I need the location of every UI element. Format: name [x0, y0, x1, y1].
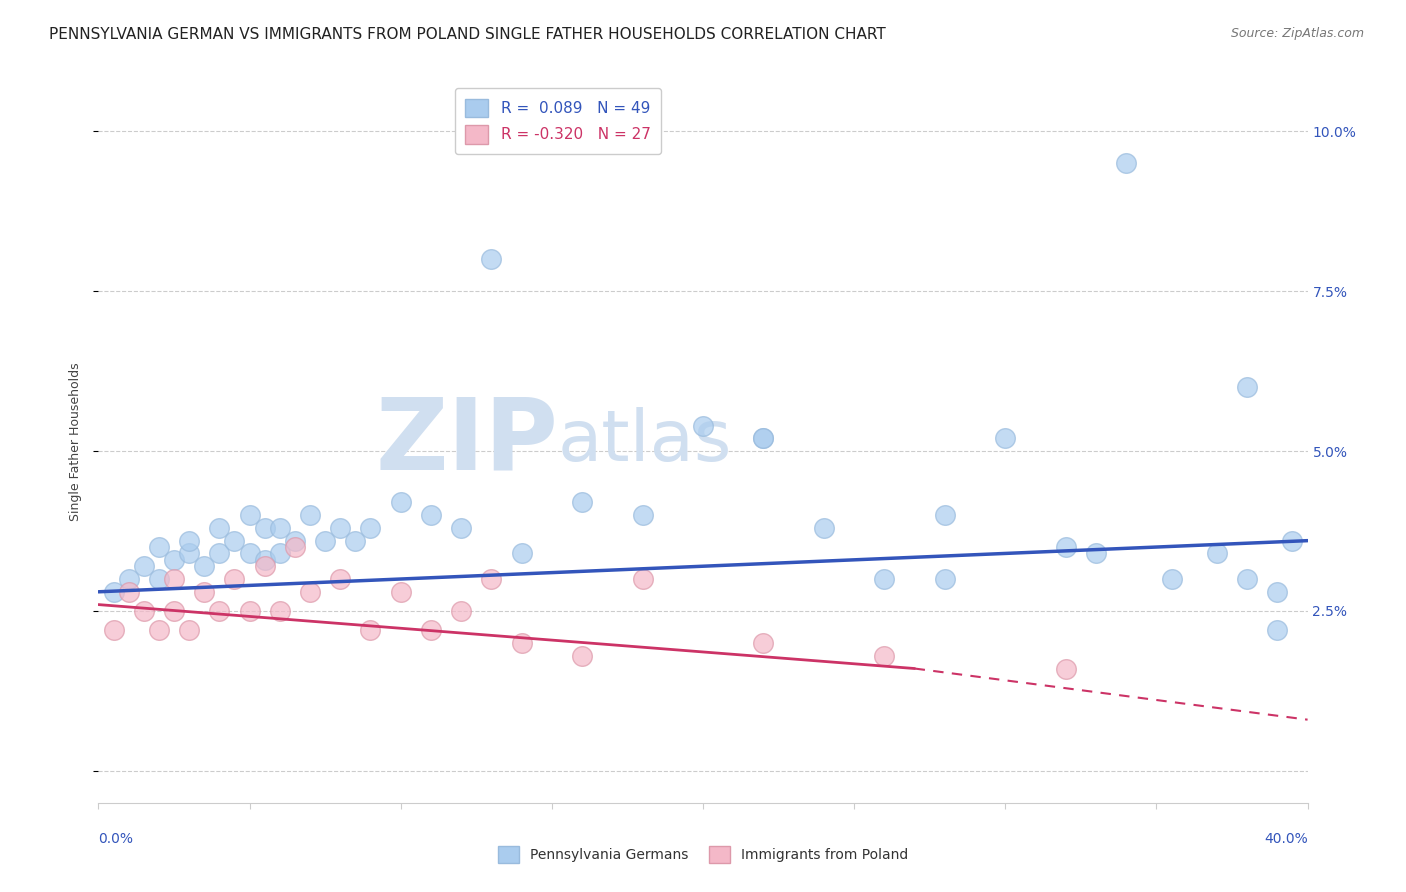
- Point: [752, 431, 775, 445]
- Point: [118, 584, 141, 599]
- Point: [994, 431, 1017, 445]
- Point: [873, 648, 896, 663]
- Point: [299, 584, 322, 599]
- Text: 0.0%: 0.0%: [98, 831, 134, 846]
- Point: [934, 572, 956, 586]
- Point: [631, 572, 654, 586]
- Point: [631, 508, 654, 522]
- Point: [208, 604, 231, 618]
- Point: [813, 521, 835, 535]
- Point: [450, 604, 472, 618]
- Point: [179, 546, 201, 560]
- Point: [239, 508, 262, 522]
- Point: [163, 553, 186, 567]
- Text: Source: ZipAtlas.com: Source: ZipAtlas.com: [1230, 27, 1364, 40]
- Point: [329, 572, 352, 586]
- Point: [752, 636, 775, 650]
- Legend: Pennsylvania Germans, Immigrants from Poland: Pennsylvania Germans, Immigrants from Po…: [492, 840, 914, 868]
- Point: [510, 636, 533, 650]
- Point: [132, 559, 155, 574]
- Point: [253, 553, 276, 567]
- Point: [103, 623, 125, 637]
- Point: [269, 521, 291, 535]
- Point: [163, 572, 186, 586]
- Point: [1160, 572, 1182, 586]
- Point: [1206, 546, 1229, 560]
- Point: [253, 559, 276, 574]
- Point: [163, 604, 186, 618]
- Point: [118, 572, 141, 586]
- Point: [389, 584, 412, 599]
- Point: [224, 572, 246, 586]
- Y-axis label: Single Father Households: Single Father Households: [69, 362, 82, 521]
- Point: [193, 584, 215, 599]
- Point: [179, 623, 201, 637]
- Point: [873, 572, 896, 586]
- Point: [208, 546, 231, 560]
- Point: [360, 623, 382, 637]
- Point: [284, 533, 307, 548]
- Point: [571, 648, 593, 663]
- Point: [193, 559, 215, 574]
- Point: [571, 495, 593, 509]
- Point: [148, 540, 170, 554]
- Point: [179, 533, 201, 548]
- Point: [103, 584, 125, 599]
- Point: [239, 604, 262, 618]
- Point: [752, 431, 775, 445]
- Point: [208, 521, 231, 535]
- Point: [692, 418, 714, 433]
- Point: [1267, 623, 1289, 637]
- Point: [1236, 380, 1258, 394]
- Point: [481, 252, 503, 267]
- Point: [360, 521, 382, 535]
- Point: [1267, 584, 1289, 599]
- Point: [344, 533, 367, 548]
- Point: [314, 533, 336, 548]
- Point: [934, 508, 956, 522]
- Point: [1236, 572, 1258, 586]
- Point: [1085, 546, 1108, 560]
- Point: [329, 521, 352, 535]
- Point: [1054, 540, 1077, 554]
- Point: [1115, 156, 1137, 170]
- Point: [510, 546, 533, 560]
- Point: [239, 546, 262, 560]
- Point: [389, 495, 412, 509]
- Text: ZIP: ZIP: [375, 393, 558, 490]
- Point: [148, 572, 170, 586]
- Point: [450, 521, 472, 535]
- Point: [420, 623, 443, 637]
- Point: [269, 546, 291, 560]
- Point: [132, 604, 155, 618]
- Point: [1054, 661, 1077, 675]
- Point: [148, 623, 170, 637]
- Point: [224, 533, 246, 548]
- Point: [1281, 533, 1303, 548]
- Point: [299, 508, 322, 522]
- Point: [481, 572, 503, 586]
- Text: atlas: atlas: [558, 407, 733, 476]
- Point: [269, 604, 291, 618]
- Text: PENNSYLVANIA GERMAN VS IMMIGRANTS FROM POLAND SINGLE FATHER HOUSEHOLDS CORRELATI: PENNSYLVANIA GERMAN VS IMMIGRANTS FROM P…: [49, 27, 886, 42]
- Text: 40.0%: 40.0%: [1264, 831, 1308, 846]
- Point: [253, 521, 276, 535]
- Point: [284, 540, 307, 554]
- Point: [420, 508, 443, 522]
